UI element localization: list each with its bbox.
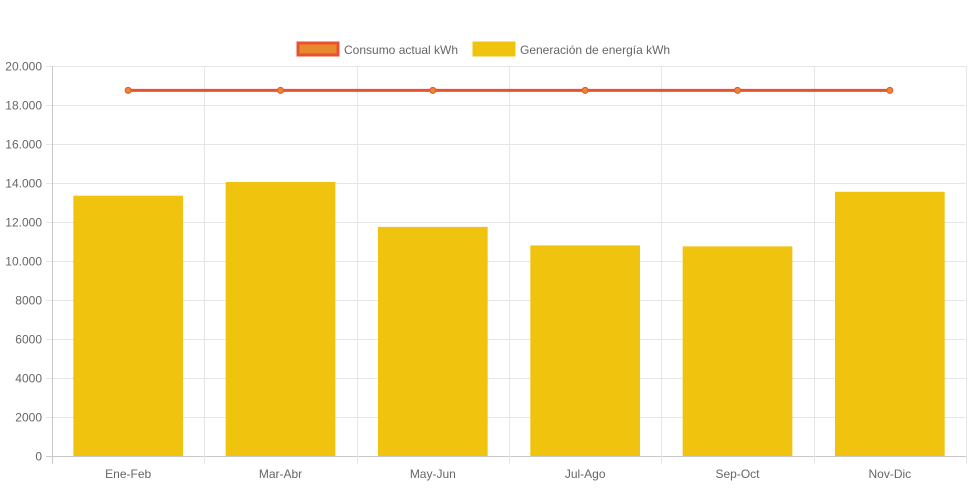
y-tick-label: 4000 [15, 372, 42, 386]
y-tick-label: 12.000 [5, 216, 42, 230]
legend: Consumo actual kWh Generación de energía … [296, 41, 670, 57]
x-tick-label: Mar-Abr [259, 467, 302, 481]
line-point [429, 86, 437, 94]
bar [834, 191, 945, 456]
line-point [886, 86, 894, 94]
bar-series [73, 182, 945, 457]
legend-label: Generación de energía kWh [520, 43, 670, 57]
x-tick-label: Jul-Ago [565, 467, 606, 481]
x-tick-label: Sep-Oct [715, 467, 760, 481]
y-tick-label: 14.000 [5, 177, 42, 191]
line-point [124, 86, 132, 94]
legend-label: Consumo actual kWh [344, 43, 458, 57]
x-tick-label: May-Jun [410, 467, 456, 481]
y-tick-label: 2000 [15, 411, 42, 425]
legend-swatch [296, 41, 340, 57]
y-tick-label: 8000 [15, 294, 42, 308]
y-axis: 0 2000 4000 6000 8000 10.000 12.000 14.000 16.00… [5, 60, 42, 464]
line-point [277, 86, 284, 94]
x-tick-label: Ene-Feb [105, 467, 151, 481]
x-axis: Ene-Feb Mar-Abr May-Jun Jul-Ago Sep-Oct Nov-D… [105, 467, 911, 481]
bar [530, 245, 641, 456]
line-point [734, 86, 741, 94]
y-tick-label: 20.000 [5, 60, 42, 74]
bar [225, 182, 336, 456]
line-series [124, 86, 894, 94]
y-tick-label: 18.000 [5, 99, 42, 113]
line-point [581, 86, 589, 94]
legend-swatch [472, 41, 516, 57]
x-tick-label: Nov-Dic [868, 467, 911, 481]
grid-lines [46, 66, 967, 464]
bar [73, 195, 184, 457]
y-tick-label: 0 [35, 450, 42, 464]
y-tick-label: 6000 [15, 333, 42, 347]
y-tick-label: 16.000 [5, 138, 42, 152]
bar [682, 246, 793, 456]
bar [377, 226, 488, 456]
y-tick-label: 10.000 [5, 255, 42, 269]
